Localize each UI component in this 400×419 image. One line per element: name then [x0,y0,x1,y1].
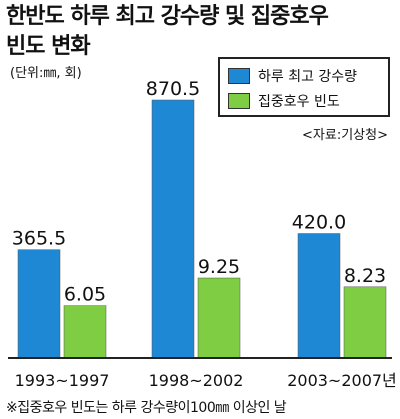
bar-frequency-1 [197,277,241,359]
legend: 하루 최고 강수량 집중호우 빈도 [218,57,390,117]
value-label-rainfall-2: 420.0 [292,212,346,234]
legend-swatch-series2 [228,93,250,109]
legend-item-series1: 하루 최고 강수량 [228,66,357,86]
title-line-2: 빈도 변화 [6,34,91,59]
bar-rainfall-1 [151,99,195,359]
x-tick-label-0: 1993~1997 [15,371,110,390]
bar-frequency-2 [343,286,387,359]
bar-rainfall-2 [297,233,341,359]
value-label-frequency-0: 6.05 [64,284,106,306]
legend-swatch-series1 [228,68,250,84]
source-label: <자료:기상청> [302,128,388,143]
legend-label-series1: 하루 최고 강수량 [258,69,358,85]
bar-rainfall-0 [17,249,61,359]
legend-label-series2: 집중호우 빈도 [258,94,340,110]
value-label-frequency-1: 9.25 [198,256,240,278]
value-label-rainfall-0: 365.5 [12,228,66,250]
value-label-rainfall-1: 870.5 [146,78,200,100]
unit-label: (단위:㎜, 회) [10,66,82,81]
x-tick-label-1: 1998~2002 [149,371,244,390]
bar-frequency-0 [63,305,107,359]
legend-item-series2: 집중호우 빈도 [228,91,340,111]
title-line-1: 한반도 하루 최고 강수량 및 집중호우 [6,4,329,29]
value-label-frequency-2: 8.23 [344,265,386,287]
footnote: ※집중호우 빈도는 하루 강수량이100㎜ 이상인 날 [6,400,287,416]
chart-title: 한반도 하루 최고 강수량 및 집중호우 빈도 변화 [6,2,396,62]
x-tick-label-2: 2003~2007년 [287,371,397,390]
